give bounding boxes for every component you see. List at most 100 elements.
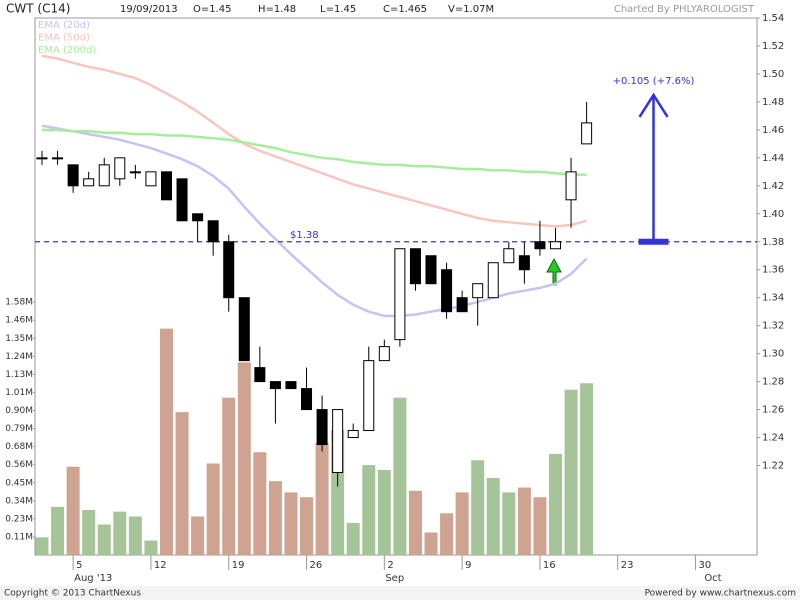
y2-tick-label: 1.24M	[5, 352, 33, 362]
volume-bar	[237, 362, 251, 555]
volume-bar	[393, 397, 407, 555]
candle-body	[67, 164, 79, 187]
y-tick-label: 1.32	[762, 321, 784, 332]
volume-bar	[564, 389, 578, 555]
candle-body	[254, 367, 266, 383]
volume-bar	[82, 510, 96, 555]
y-tick-label: 1.46	[762, 125, 784, 136]
candle-body	[83, 178, 95, 187]
volume-bar	[346, 522, 360, 555]
candle-body	[238, 297, 250, 362]
legend-entry: EMA (20d)	[38, 20, 90, 31]
y-tick-label: 1.24	[762, 433, 784, 444]
candle-body	[534, 241, 546, 250]
footer-right: Powered by www.chartnexus.com	[645, 589, 796, 599]
gain-arrow	[638, 92, 669, 242]
candle-body	[192, 213, 204, 222]
volume-bar	[128, 516, 142, 555]
candle-body	[36, 157, 48, 160]
y2-tick-label: 0.45M	[5, 478, 33, 488]
volume-bar	[533, 497, 547, 555]
candle-body	[207, 220, 219, 243]
candle-body	[378, 346, 390, 362]
x-group-label: Sep	[385, 573, 404, 584]
candle-body	[565, 171, 577, 201]
candle-body	[347, 430, 359, 439]
x-tick-label: 12	[154, 560, 167, 571]
x-tick-label: 2	[387, 560, 393, 571]
footer-bar	[0, 586, 800, 600]
candle-body	[394, 248, 406, 341]
candle-body	[409, 248, 421, 285]
volume-bar	[159, 328, 173, 555]
volume-bar	[35, 537, 49, 555]
volume-bar	[144, 540, 158, 555]
x-tick-label: 23	[621, 560, 634, 571]
volume-bar	[253, 452, 267, 555]
candle-body	[581, 122, 593, 145]
candle-body	[223, 241, 235, 299]
x-tick-label: 26	[310, 560, 323, 571]
candle-body	[316, 409, 328, 446]
volume-bar	[580, 383, 594, 555]
x-tick-label: 16	[543, 560, 556, 571]
candle-body	[441, 269, 453, 313]
y2-tick-label: 0.23M	[5, 514, 33, 524]
x-tick-label: 30	[699, 560, 712, 571]
candle-body	[332, 409, 344, 473]
candle-body	[285, 381, 297, 390]
candle-body	[301, 388, 313, 411]
candle-body	[518, 255, 530, 271]
reference-label: $1.38	[290, 230, 319, 241]
gain-label: +0.105 (+7.6%)	[613, 76, 695, 87]
y-tick-label: 1.52	[762, 41, 784, 52]
candle-body	[549, 241, 561, 250]
volume-bar	[268, 481, 282, 555]
y-tick-label: 1.34	[762, 293, 784, 304]
y2-tick-label: 0.56M	[5, 460, 33, 470]
x-tick-label: 5	[76, 560, 82, 571]
volume-bar	[175, 412, 189, 555]
volume-bar	[408, 490, 422, 555]
y-tick-label: 1.38	[762, 237, 784, 248]
candle-body	[129, 171, 141, 174]
volume-bar	[517, 487, 531, 555]
y-tick-label: 1.22	[762, 461, 784, 472]
y2-tick-label: 0.90M	[5, 406, 33, 416]
volume-bar	[97, 524, 111, 555]
y2-tick-label: 0.11M	[5, 532, 33, 542]
candle-body	[160, 171, 172, 201]
volume-bar	[377, 469, 391, 555]
volume-bar	[440, 513, 454, 555]
volume-bar	[284, 492, 298, 555]
volume-bar	[51, 506, 65, 555]
y2-tick-label: 0.68M	[5, 442, 33, 452]
y-tick-label: 1.48	[762, 97, 784, 108]
volume-bar	[222, 397, 236, 555]
y2-tick-label: 1.13M	[5, 370, 33, 380]
y-tick-label: 1.30	[762, 349, 784, 360]
x-tick-label: 9	[465, 560, 471, 571]
candle-body	[503, 248, 515, 264]
candle-body	[269, 381, 281, 390]
y-tick-label: 1.40	[762, 209, 784, 220]
header-field: C=1.465	[383, 4, 427, 15]
candle-body	[145, 171, 157, 187]
legend-entry: EMA (50d)	[38, 33, 90, 44]
volume-bar	[502, 492, 516, 555]
candle-body	[98, 164, 110, 187]
y-tick-label: 1.26	[762, 405, 784, 416]
volume-bar	[66, 466, 80, 555]
volume-bar	[362, 465, 376, 555]
header-date: 19/09/2013	[120, 4, 178, 15]
header-field: V=1.07M	[448, 4, 494, 15]
x-group-label: Oct	[704, 573, 721, 584]
y-tick-label: 1.50	[762, 69, 784, 80]
y2-tick-label: 1.58M	[5, 298, 33, 308]
y2-tick-label: 0.79M	[5, 424, 33, 434]
candle-body	[472, 283, 484, 299]
y2-tick-label: 0.34M	[5, 496, 33, 506]
candle-body	[425, 255, 437, 285]
candle-body	[114, 157, 126, 180]
